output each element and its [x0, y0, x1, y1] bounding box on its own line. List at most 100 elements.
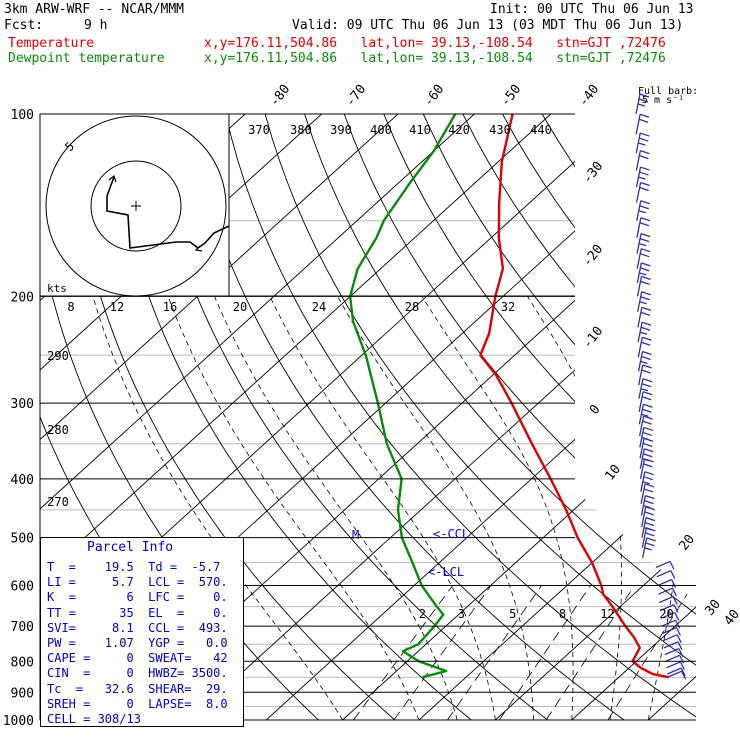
parcel-info-row: TT = 35 EL = 0.	[47, 605, 228, 620]
wind-barb	[637, 321, 652, 343]
mixing-ratio-label: 2	[419, 607, 426, 621]
isotherm	[647, 114, 696, 720]
wind-barb	[641, 537, 656, 558]
wind-barb	[638, 378, 653, 399]
dry-adiabat	[185, 114, 625, 720]
isotherm-label-10: 10	[603, 462, 624, 484]
hodograph-speed-label-16: 16	[163, 300, 177, 314]
wind-barb	[660, 611, 680, 621]
wind-barb	[639, 458, 654, 479]
parcel-info-row: K = 6 LFC = 0.	[47, 590, 228, 605]
wind-barb	[666, 661, 685, 671]
dewpoint-legend: Dewpoint temperature	[8, 51, 165, 66]
hodograph-ring-inner	[90, 160, 182, 252]
hodograph-arrow	[194, 245, 203, 252]
temperature-location: x,y=176.11,504.86 lat,lon= 39.13,-108.54…	[204, 36, 666, 51]
parcel-info-box: Parcel Info T = 19.5 Td = -5.7 LI = 5.7 L…	[40, 537, 244, 727]
wind-barb	[662, 634, 682, 644]
isotherm	[40, 114, 475, 720]
isotherm	[725, 114, 740, 720]
init-time: Init: 00 UTC Thu 06 Jun 13	[490, 2, 694, 17]
wind-barb	[638, 403, 653, 425]
wind-barb	[664, 648, 684, 657]
parcel-info-row: PW = 1.07 YGP = 0.0	[47, 636, 228, 650]
isotherm-label--80: -80	[267, 82, 293, 110]
wind-barb	[637, 306, 652, 328]
barb-legend-unit: 5 m s⁻¹	[642, 95, 684, 106]
isotherm	[495, 114, 696, 720]
mixing-ratio-line	[545, 585, 635, 720]
isotherm-label-0: 0	[587, 402, 604, 417]
wind-barb	[661, 619, 681, 629]
dry-adiabat	[106, 114, 472, 720]
parcel-info-row: Tc = 32.6 SHEAR= 29.	[47, 681, 228, 696]
wind-barb	[667, 670, 687, 680]
isotherm-label--10: -10	[580, 324, 606, 352]
dry-adiabat	[620, 114, 696, 720]
isotherm	[571, 114, 696, 720]
dry-adiabat	[145, 114, 548, 720]
wind-barb	[635, 132, 650, 154]
theta-label-290: 290	[47, 349, 69, 363]
parcel-info-row: SVI= 8.1 CCL = 493.	[47, 620, 228, 635]
pressure-label-100: 100	[11, 108, 34, 123]
wind-barb	[657, 579, 677, 588]
isotherm-label--70: -70	[343, 82, 369, 110]
parcel-info-row: CAPE = 0 SWEAT= 42	[47, 651, 228, 666]
wind-barb	[638, 364, 652, 386]
wind-barb	[641, 506, 655, 527]
wind-barbs: Full barb:5 m s⁻¹	[635, 86, 698, 680]
pressure-label-400: 400	[11, 473, 34, 488]
wind-barb	[665, 654, 685, 664]
pressure-label-700: 700	[11, 620, 34, 635]
hodograph-speed-label-28: 28	[405, 300, 419, 314]
mixing-ratio-line	[353, 585, 453, 720]
mixing-ratio-label: 3	[458, 607, 465, 621]
parcel-info-title: Parcel Info	[87, 540, 174, 555]
pressure-label-200: 200	[11, 290, 34, 305]
dry-adiabat	[343, 114, 696, 720]
isotherm-label--20: -20	[580, 242, 606, 270]
wind-barb	[636, 248, 651, 269]
theta-label-400: 400	[370, 123, 392, 137]
hodograph-frame	[39, 113, 230, 297]
pressure-label-900: 900	[11, 686, 34, 701]
theta-label-270: 270	[47, 495, 69, 509]
parcel-info-row: T = 19.5 Td = -5.7	[47, 560, 221, 574]
barb-legend-title: Full barb:	[638, 86, 698, 97]
parcel-info-row: CIN = 0 HWBZ= 3500.	[47, 666, 228, 681]
wind-barb	[666, 667, 686, 677]
el-marker: M	[352, 528, 359, 542]
model-title: 3km ARW-WRF -- NCAR/MMM	[4, 2, 185, 17]
wind-barb	[636, 275, 651, 297]
wind-barb	[639, 448, 654, 469]
dry-adiabat	[264, 114, 696, 720]
hodograph-arrow	[108, 174, 117, 183]
wind-barb	[635, 149, 650, 171]
pressure-label-300: 300	[11, 397, 34, 412]
dry-adiabat	[502, 114, 696, 720]
wind-barb	[663, 641, 683, 651]
isotherm	[418, 114, 696, 720]
theta-label-410: 410	[409, 123, 431, 137]
isotherm	[189, 114, 696, 720]
ccl-label: <-CCL	[433, 527, 469, 541]
hodograph-speed-label-24: 24	[312, 300, 326, 314]
wind-barb	[640, 483, 655, 505]
wind-barb	[638, 391, 653, 412]
wind-barb	[635, 113, 650, 135]
dry-adiabat	[581, 114, 696, 720]
fcst-label: Fcst:	[4, 18, 44, 33]
dry-adiabat	[304, 114, 696, 720]
wind-barb	[637, 336, 652, 358]
moist-adiabat	[269, 296, 496, 720]
theta-label-420: 420	[448, 123, 470, 137]
isotherm-label--50: -50	[498, 82, 524, 110]
mixing-ratio-line	[447, 585, 542, 720]
pressure-label-500: 500	[11, 532, 34, 547]
wind-barb	[637, 291, 651, 312]
wind-barb	[638, 415, 653, 437]
isotherm-label--60: -60	[421, 82, 447, 110]
isotherm-label-40: 40	[722, 607, 740, 629]
wind-barb	[656, 570, 676, 579]
